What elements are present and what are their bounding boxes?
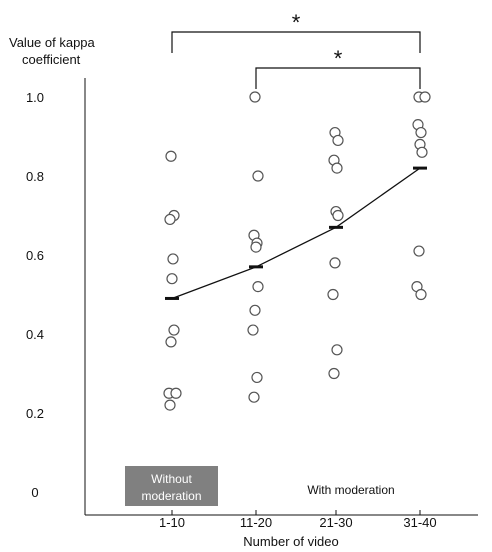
data-point: [249, 304, 261, 316]
x-tick-label: 11-20: [240, 515, 272, 530]
y-tick-label: 0.8: [26, 169, 44, 184]
data-point: [329, 257, 341, 269]
data-point: [331, 344, 343, 356]
mean-markers: [165, 166, 427, 300]
with-moderation-label: With moderation: [307, 483, 394, 497]
data-points: [163, 91, 431, 411]
data-point: [415, 288, 427, 301]
significance-star: *: [334, 46, 343, 71]
y-axis-label-line-1: Value of kappa: [9, 35, 96, 50]
data-point: [249, 91, 261, 103]
data-point: [248, 391, 260, 403]
data-point: [247, 324, 259, 336]
data-point: [165, 150, 177, 162]
data-point: [415, 126, 427, 139]
data-point: [167, 253, 179, 265]
y-tick-label: 0.2: [26, 406, 44, 421]
data-point: [165, 336, 177, 348]
data-point: [252, 170, 264, 182]
without-moderation-box: [125, 466, 218, 506]
without-moderation-label-line-2: moderation: [141, 489, 201, 503]
significance-bracket: [255, 67, 421, 89]
data-point: [251, 371, 263, 384]
mean-trend-line: [171, 167, 421, 300]
significance-star: *: [292, 10, 301, 35]
data-point: [419, 91, 431, 103]
x-axis-label: Number of video: [243, 534, 338, 549]
data-point: [168, 324, 180, 336]
y-axis-label-line-2: coefficient: [22, 52, 81, 67]
x-tick-label: 21-30: [319, 515, 352, 530]
y-tick-label: 1.0: [26, 90, 44, 105]
data-point: [413, 245, 425, 257]
x-tick-labels: 1-10 11-20 21-30 31-40: [159, 515, 437, 530]
data-point: [164, 213, 176, 226]
data-point: [328, 367, 340, 380]
data-point: [332, 134, 344, 147]
x-tick-label: 31-40: [403, 515, 436, 530]
y-tick-labels: 0 0.2 0.4 0.6 0.8 1.0: [26, 90, 44, 500]
data-point: [252, 281, 264, 293]
data-point: [170, 387, 182, 399]
y-tick-label: 0.6: [26, 248, 44, 263]
data-point: [331, 162, 343, 174]
data-point: [416, 146, 428, 158]
significance-brackets: **: [171, 10, 421, 89]
x-tick-marks: [171, 510, 421, 515]
data-point: [164, 399, 176, 411]
without-moderation-label-line-1: Without: [151, 472, 192, 486]
data-point: [332, 209, 344, 222]
y-tick-label: 0: [31, 485, 38, 500]
y-tick-label: 0.4: [26, 327, 44, 342]
data-point: [327, 288, 339, 301]
data-point: [166, 273, 178, 285]
significance-bracket: [171, 31, 421, 53]
data-point: [250, 241, 262, 253]
x-tick-label: 1-10: [159, 515, 185, 530]
